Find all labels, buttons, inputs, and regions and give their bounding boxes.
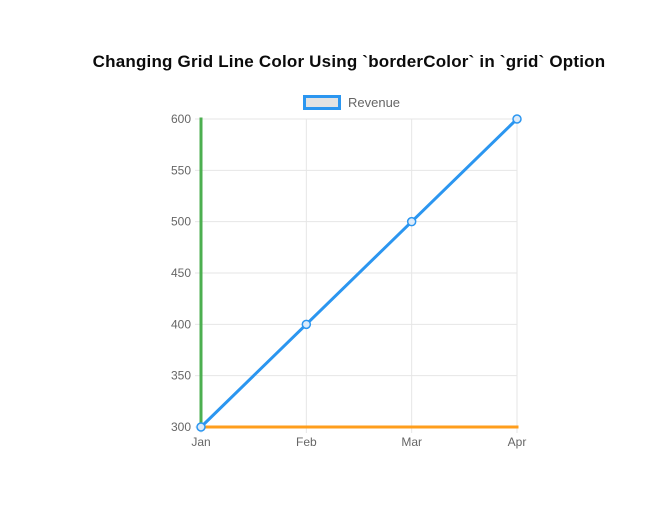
x-tick-label: Apr bbox=[508, 435, 527, 449]
chart-title: Changing Grid Line Color Using `borderCo… bbox=[92, 52, 606, 71]
data-point[interactable] bbox=[301, 319, 312, 330]
data-point[interactable] bbox=[406, 216, 417, 227]
y-tick-label: 400 bbox=[171, 317, 191, 331]
y-tick-label: 550 bbox=[171, 163, 191, 177]
y-tick-label: 450 bbox=[171, 266, 191, 280]
x-tick-label: Jan bbox=[191, 435, 210, 449]
y-tick-label: 350 bbox=[171, 369, 191, 383]
data-point[interactable] bbox=[512, 114, 522, 124]
data-point[interactable] bbox=[196, 422, 206, 432]
legend-label: Revenue bbox=[348, 95, 401, 110]
y-tick-label: 300 bbox=[171, 420, 191, 434]
revenue-line bbox=[199, 117, 519, 429]
y-tick-label: 500 bbox=[171, 215, 191, 229]
legend-swatch-icon bbox=[303, 95, 341, 110]
x-tick-label: Mar bbox=[401, 435, 422, 449]
x-tick-label: Feb bbox=[296, 435, 317, 449]
legend-item-revenue[interactable]: Revenue bbox=[303, 95, 400, 110]
y-tick-label: 600 bbox=[171, 112, 191, 126]
